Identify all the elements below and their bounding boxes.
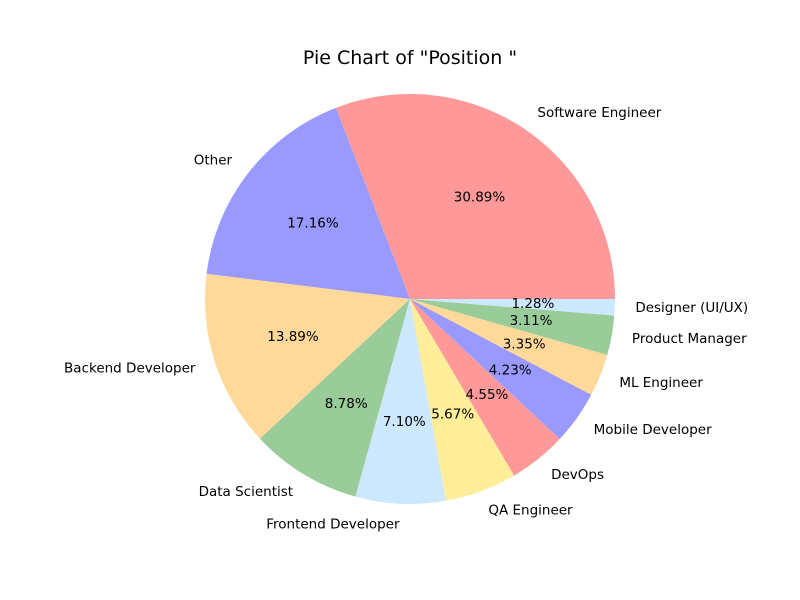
- pie-slice-other: [206, 107, 410, 299]
- category-label-devops: DevOps: [551, 467, 604, 483]
- pie-slices: [205, 94, 615, 504]
- pie-slice-backend-developer: [205, 273, 410, 439]
- category-label-designer-ui-ux: Designer (UI/UX): [635, 300, 748, 316]
- percent-label-frontend-developer: 7.10%: [383, 414, 426, 430]
- pie-slice-devops: [410, 299, 560, 476]
- pie-slice-ml-engineer: [410, 299, 608, 395]
- percent-label-devops: 4.55%: [465, 387, 508, 403]
- percent-label-data-scientist: 8.78%: [325, 396, 368, 412]
- pie-slice-mobile-developer: [410, 299, 592, 440]
- percent-label-designer-ui-ux: 1.28%: [511, 296, 554, 312]
- category-label-software-engineer: Software Engineer: [537, 105, 661, 121]
- percent-label-ml-engineer: 3.35%: [503, 337, 546, 353]
- percent-label-mobile-developer: 4.23%: [489, 362, 532, 378]
- category-label-data-scientist: Data Scientist: [199, 484, 294, 500]
- category-label-qa-engineer: QA Engineer: [488, 502, 573, 518]
- percent-label-product-manager: 3.11%: [510, 313, 553, 329]
- pie-slice-software-engineer: [335, 94, 615, 299]
- chart-title: Pie Chart of "Position ": [303, 47, 517, 69]
- pie-slice-product-manager: [410, 299, 615, 355]
- category-labels: Software Engineer Other Backend Developer D…: [64, 105, 748, 532]
- category-label-backend-developer: Backend Developer: [64, 361, 196, 377]
- category-label-mobile-developer: Mobile Developer: [594, 422, 712, 438]
- pie-slice-frontend-developer: [355, 299, 447, 504]
- category-label-frontend-developer: Frontend Developer: [266, 516, 400, 532]
- percent-label-other: 17.16%: [287, 215, 339, 231]
- category-label-product-manager: Product Manager: [632, 331, 747, 347]
- percent-label-qa-engineer: 5.67%: [431, 406, 474, 422]
- pie-slice-data-scientist: [259, 299, 410, 497]
- percent-label-software-engineer: 30.89%: [454, 190, 506, 206]
- pie-slice-qa-engineer: [410, 299, 515, 501]
- percent-labels: 30.89% 17.16% 13.89% 8.78% 7.10% 5.67% 4.55% 4.…: [267, 190, 554, 430]
- category-label-other: Other: [194, 152, 233, 168]
- pie-slice-designer-ui-ux: [410, 299, 615, 316]
- percent-label-backend-developer: 13.89%: [267, 329, 319, 345]
- category-label-ml-engineer: ML Engineer: [619, 375, 703, 391]
